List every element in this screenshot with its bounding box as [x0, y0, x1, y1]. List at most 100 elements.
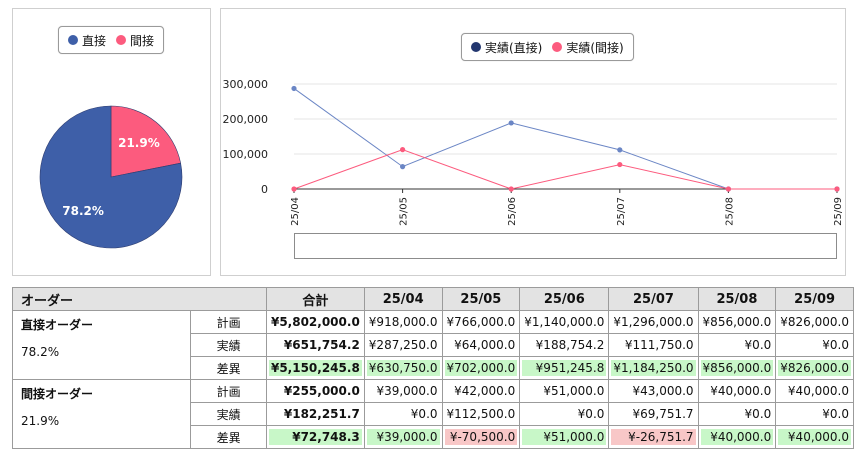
- row-kind-label: 差異: [190, 425, 267, 449]
- month-cell: ¥1,184,250.0: [608, 356, 699, 380]
- pie-slice-label: 21.9%: [118, 136, 160, 150]
- month-cell: ¥766,000.0: [441, 310, 521, 334]
- order-group-cell: 直接オーダー 78.2%: [11, 310, 192, 380]
- header-month[interactable]: 25/04: [363, 287, 443, 311]
- row-kind-label: 計画: [190, 379, 267, 403]
- x-tick-label: 25/08: [724, 197, 735, 226]
- month-value: ¥826,000.0: [778, 360, 851, 376]
- table-row: 直接オーダー 78.2% 計画 ¥5,802,000.0 ¥918,000.0 ¥766,…: [11, 310, 854, 380]
- data-point[interactable]: [291, 85, 297, 92]
- data-point[interactable]: [400, 147, 406, 153]
- month-cell: ¥951,245.8: [519, 356, 610, 380]
- month-cell: ¥43,000.0: [608, 379, 699, 403]
- header-month[interactable]: 25/07: [608, 287, 699, 311]
- table-row: 間接オーダー 21.9% 計画 ¥255,000.0 ¥39,000.0 ¥42,000.…: [11, 379, 854, 449]
- order-group-name: 間接オーダー: [21, 387, 94, 401]
- month-cell: ¥-70,500.0: [441, 425, 521, 449]
- month-cell: ¥40,000.0: [697, 379, 777, 403]
- data-point[interactable]: [725, 186, 731, 192]
- pie-chart: 21.9% 78.2%: [39, 105, 183, 249]
- legend-label: 直接: [82, 33, 107, 48]
- month-value: ¥0.0: [577, 407, 605, 421]
- table-row: 差異 ¥72,748.3 ¥39,000.0 ¥-70,500.0 ¥51,000.0 ¥…: [13, 425, 854, 449]
- month-cell: ¥51,000.0: [519, 379, 610, 403]
- month-value: ¥51,000.0: [522, 429, 607, 445]
- month-cell: ¥188,754.2: [519, 333, 610, 357]
- x-tick-label: 25/05: [399, 197, 410, 226]
- legend-marker-icon: [552, 42, 563, 52]
- month-cell: ¥826,000.0: [775, 356, 854, 380]
- month-cell: ¥64,000.0: [441, 333, 521, 357]
- series-line: [293, 88, 837, 190]
- month-cell: ¥630,750.0: [363, 356, 443, 380]
- pie-slice[interactable]: [110, 105, 181, 178]
- y-tick-label: 200,000: [223, 113, 269, 126]
- month-cell: ¥40,000.0: [697, 425, 777, 449]
- total-cell: ¥182,251.7: [265, 402, 365, 426]
- month-cell: ¥0.0: [519, 402, 610, 426]
- chart-range-box[interactable]: [294, 233, 837, 259]
- month-value: ¥188,754.2: [535, 338, 605, 352]
- month-cell: ¥287,250.0: [363, 333, 443, 357]
- table-header-row: オーダー 合計 25/04 25/05 25/06 25/07 25/08 25…: [12, 287, 854, 311]
- order-group-name: 直接オーダー: [21, 318, 94, 332]
- month-cell: ¥39,000.0: [363, 425, 443, 449]
- legend-marker-icon: [471, 42, 481, 52]
- month-value: ¥766,000.0: [446, 315, 516, 329]
- data-point[interactable]: [400, 164, 406, 170]
- month-value: ¥42,000.0: [454, 384, 516, 398]
- data-point[interactable]: [508, 186, 514, 192]
- header-order[interactable]: オーダー: [12, 287, 267, 311]
- header-month[interactable]: 25/09: [775, 287, 854, 311]
- line-chart: 0 100,000 200,000 300,000 25/04 25/05 25/06 25/…: [223, 78, 845, 226]
- legend-marker-icon: [116, 35, 127, 45]
- y-tick-label: 300,000: [223, 78, 269, 91]
- legend-label: 実績(間接): [566, 40, 624, 55]
- legend-item-direct[interactable]: 直接: [68, 32, 106, 49]
- month-value: ¥-70,500.0: [444, 429, 518, 445]
- data-point[interactable]: [617, 147, 623, 153]
- pie-slice-label: 78.2%: [62, 204, 104, 218]
- month-value: ¥39,000.0: [366, 429, 440, 445]
- data-point[interactable]: [834, 186, 840, 192]
- legend-item-actual-indirect[interactable]: 実績(間接): [552, 39, 624, 56]
- month-cell: ¥40,000.0: [775, 379, 854, 403]
- header-month[interactable]: 25/05: [441, 287, 521, 311]
- header-month[interactable]: 25/08: [697, 287, 777, 311]
- month-value: ¥951,245.8: [522, 360, 607, 376]
- legend-item-indirect[interactable]: 間接: [116, 32, 154, 49]
- month-value: ¥856,000.0: [702, 315, 772, 329]
- total-cell: ¥5,802,000.0: [265, 310, 365, 334]
- data-point[interactable]: [291, 186, 297, 192]
- line-legend[interactable]: 実績(直接) 実績(間接): [461, 33, 634, 61]
- pie-chart-panel: 直接 間接 21.9% 78.2%: [12, 8, 211, 276]
- month-cell: ¥111,750.0: [608, 333, 699, 357]
- order-summary-table: オーダー 合計 25/04 25/05 25/06 25/07 25/08 25…: [11, 287, 854, 449]
- month-value: ¥111,750.0: [624, 338, 694, 352]
- x-tick-label: 25/09: [833, 197, 844, 226]
- x-tick-label: 25/06: [507, 197, 518, 226]
- row-kind-label: 実績: [190, 333, 267, 357]
- legend-item-actual-direct[interactable]: 実績(直接): [471, 39, 542, 56]
- data-point[interactable]: [617, 161, 623, 168]
- month-value: ¥0.0: [744, 407, 772, 421]
- data-point[interactable]: [508, 120, 514, 126]
- order-group-cell: 間接オーダー 21.9%: [11, 379, 192, 449]
- order-group-percent: 78.2%: [21, 345, 60, 359]
- row-kind-label: 差異: [190, 356, 267, 380]
- month-value: ¥0.0: [822, 338, 849, 352]
- month-value: ¥1,296,000.0: [613, 315, 694, 329]
- y-tick-label: 100,000: [223, 148, 269, 161]
- header-total[interactable]: 合計: [265, 287, 365, 311]
- month-value: ¥0.0: [744, 338, 772, 352]
- month-value: ¥-26,751.7: [611, 429, 696, 445]
- month-cell: ¥826,000.0: [775, 310, 854, 334]
- month-cell: ¥-26,751.7: [608, 425, 699, 449]
- month-cell: ¥918,000.0: [363, 310, 443, 334]
- month-value: ¥918,000.0: [368, 315, 438, 329]
- pie-slice[interactable]: [39, 105, 183, 249]
- pie-legend[interactable]: 直接 間接: [58, 26, 165, 54]
- month-value: ¥43,000.0: [632, 384, 694, 398]
- header-month[interactable]: 25/06: [519, 287, 610, 311]
- month-cell: ¥0.0: [363, 402, 443, 426]
